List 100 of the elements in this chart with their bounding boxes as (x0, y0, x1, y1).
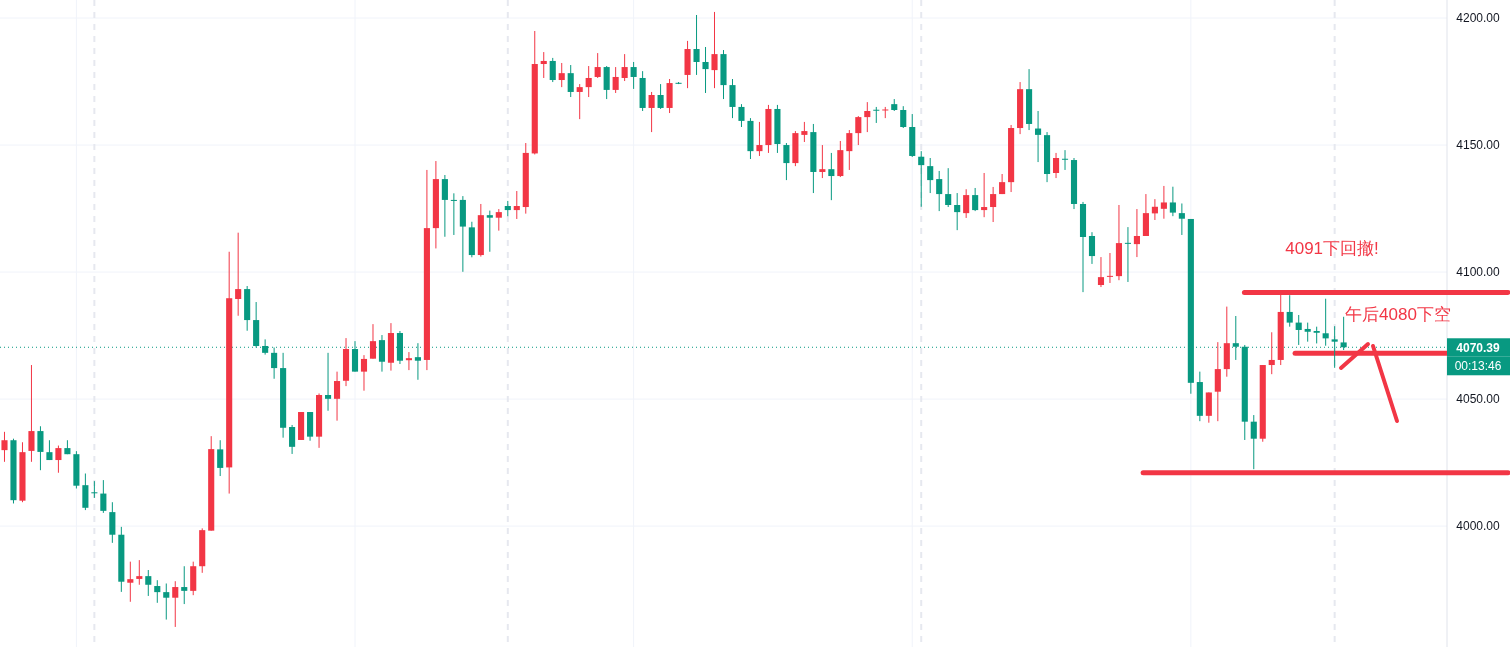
candlestick (882, 106, 889, 119)
candlestick (936, 170, 943, 212)
candlestick (549, 57, 556, 83)
candlestick (864, 101, 871, 133)
candlestick (558, 62, 565, 88)
candlestick (82, 473, 89, 511)
candlestick (630, 61, 637, 90)
candlestick (109, 501, 116, 544)
candlestick (1250, 414, 1257, 470)
candlestick (235, 232, 242, 317)
candlestick (657, 83, 664, 110)
candlestick (369, 323, 377, 360)
candlestick (378, 334, 386, 373)
y-tick-label: 4000.00 (1456, 519, 1501, 534)
y-tick-label: 4200.00 (1456, 11, 1501, 26)
candlestick (28, 364, 35, 463)
candlestick (154, 579, 161, 604)
candlestick (1268, 331, 1275, 375)
candlestick (540, 51, 547, 79)
y-tick-label: 4050.00 (1456, 392, 1501, 407)
countdown: 00:13:46 (1447, 356, 1510, 376)
candlestick (1151, 198, 1158, 221)
candlestick (1331, 325, 1338, 369)
candlestick (495, 208, 502, 232)
candlestick (621, 53, 628, 82)
annotation: 4091下回撤! (1285, 239, 1379, 258)
candlestick (91, 480, 98, 499)
candlestick (1124, 226, 1131, 283)
candlestick (612, 66, 619, 94)
candlestick (1142, 193, 1149, 237)
candlestick (271, 347, 278, 380)
candlestick (127, 561, 134, 603)
candlestick (918, 150, 925, 208)
candlestick (900, 105, 907, 129)
candlestick (1097, 256, 1105, 288)
candlestick (1322, 298, 1329, 347)
candlestick (738, 103, 745, 128)
candlestick (954, 192, 961, 231)
candlestick (100, 479, 107, 514)
candlestick (145, 569, 152, 597)
candlestick (1061, 149, 1069, 171)
candlestick (693, 14, 700, 76)
candlestick (1106, 252, 1114, 284)
candlestick (927, 157, 934, 194)
candlestick (441, 174, 448, 238)
candlestick (351, 340, 359, 373)
candlestick (414, 342, 421, 381)
candlestick (55, 445, 62, 474)
candlestick (783, 142, 790, 181)
candlestick (136, 559, 143, 586)
candlestick (450, 192, 457, 236)
candlestick (1, 431, 8, 463)
candlestick (828, 152, 835, 201)
candlestick (172, 580, 179, 628)
candlestick (1286, 294, 1293, 328)
candlestick (603, 65, 610, 100)
candlestick (1088, 231, 1096, 265)
candlestick (360, 354, 368, 392)
candlestick (262, 338, 269, 356)
candlestick (1295, 314, 1302, 346)
candlestick (585, 65, 592, 98)
y-tick-label: 4150.00 (1456, 138, 1501, 153)
candlestick (990, 186, 997, 223)
candlestick (324, 352, 332, 412)
candlestick (1133, 208, 1140, 258)
candlestick (648, 91, 655, 133)
candlestick (333, 371, 341, 422)
candlestick (711, 11, 718, 89)
annotation: 午后4080下空 (1345, 305, 1451, 324)
y-tick-label: 4100.00 (1456, 265, 1501, 280)
candlestick (855, 115, 862, 146)
candlestick (963, 188, 970, 219)
candlestick (873, 106, 880, 124)
candlestick (1340, 316, 1347, 351)
candlestick (846, 129, 853, 171)
price-tag: 4070.39 (1447, 338, 1510, 357)
candlestick (217, 439, 224, 477)
candlestick (1160, 185, 1167, 220)
candlestick (1052, 152, 1060, 179)
candlestick (981, 172, 988, 218)
candlestick (594, 52, 601, 79)
candlestick (486, 210, 493, 253)
candlestick (819, 144, 826, 179)
candlestick (1304, 322, 1311, 343)
candlestick (972, 187, 979, 212)
candlestick (729, 78, 736, 119)
candlestick (1035, 110, 1042, 163)
candlestick (37, 425, 44, 471)
candlestick (1205, 391, 1212, 424)
candlestick (576, 83, 583, 120)
candlestick (1232, 315, 1239, 361)
ref-line-label: 4070.39 (1456, 340, 1501, 355)
candlestick (945, 167, 952, 208)
candlestick (289, 424, 296, 455)
candlestick (405, 351, 412, 371)
candlestick (567, 64, 574, 98)
candlestick (702, 46, 709, 94)
candlestick (801, 121, 808, 143)
candlestick (756, 121, 763, 157)
candlestick (513, 190, 520, 220)
